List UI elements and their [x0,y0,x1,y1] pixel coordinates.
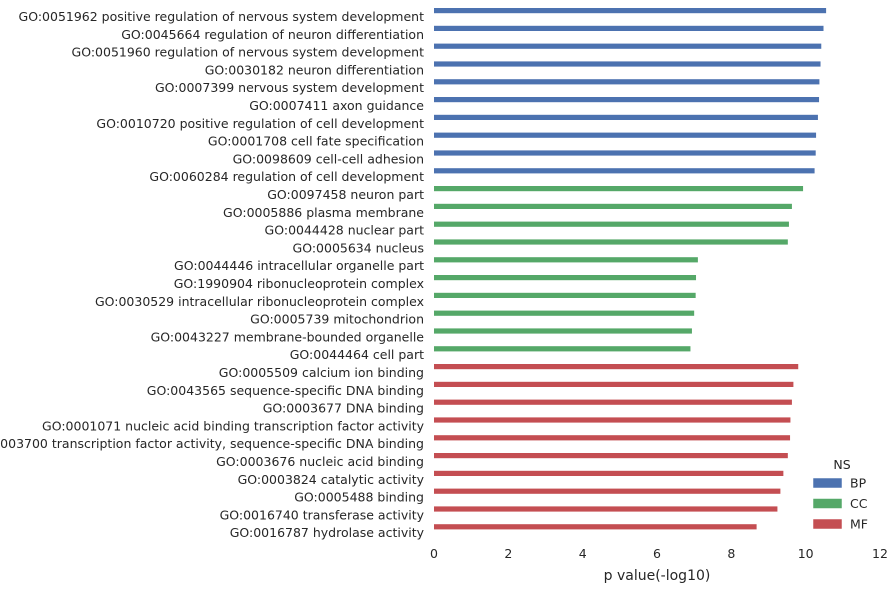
x-tick-label: 8 [727,546,735,561]
bar-mf [434,435,791,441]
bar-bp [434,79,820,85]
category-label: GO:0060284 regulation of cell developmen… [149,169,424,184]
bar-cc [434,203,792,209]
legend[interactable]: NS BP CC MF [812,457,868,532]
category-label: GO:0051962 positive regulation of nervou… [19,9,425,24]
category-label: GO:0030182 neuron differentiation [205,62,424,77]
bar-mf [434,488,781,494]
bar-bp [434,25,824,31]
legend-label-cc: CC [850,496,868,511]
bar-mf [434,399,792,405]
category-label: GO:0051960 regulation of nervous system … [72,45,425,60]
legend-swatch-cc [812,498,843,509]
category-label: GO:0003700 transcription factor activity… [0,436,424,451]
legend-swatch-mf [812,518,843,530]
category-label: GO:0043227 membrane-bounded organelle [151,329,425,344]
bar-cc [434,239,788,245]
x-axis: 0 2 4 6 8 10 12 [430,546,888,561]
category-label: GO:0005488 binding [294,490,424,505]
bar-cc [434,328,692,334]
category-label: GO:0030529 intracellular ribonucleoprote… [95,294,424,309]
legend-label-bp: BP [850,476,867,491]
x-tick-label: 4 [579,546,587,561]
category-label: GO:0005886 plasma membrane [223,205,424,220]
category-label: GO:0098609 cell-cell adhesion [233,151,424,166]
category-label: GO:0005509 calcium ion binding [219,365,424,380]
category-label: GO:0001708 cell fate specification [208,134,424,149]
bar-cc [434,186,804,192]
bar-bp [434,43,822,49]
bar-cc [434,310,695,316]
category-label: GO:0044428 nuclear part [265,223,425,238]
category-label: GO:0016740 transferase activity [220,507,425,522]
category-label: GO:0044446 intracellular organelle part [174,258,424,273]
x-tick-label: 10 [798,546,814,561]
bar-bp [434,150,816,156]
bar-bp [434,97,820,103]
category-labels: GO:0051962 positive regulation of nervou… [0,9,425,540]
bar-cc [434,346,691,352]
category-label: GO:0010720 positive regulation of cell d… [96,116,424,131]
legend-swatch-bp [812,477,843,489]
category-label: GO:0003677 DNA binding [263,401,424,416]
bar-mf [434,524,757,530]
legend-title: NS [833,457,850,472]
category-label: GO:0005634 nucleus [293,240,424,255]
bar-mf [434,453,788,459]
category-label: GO:0045664 regulation of neuron differen… [121,27,424,42]
category-label: GO:0003676 nucleic acid binding [216,454,424,469]
bar-cc [434,257,698,263]
x-tick-label: 2 [504,546,512,561]
bar-mf [434,470,784,476]
category-label: GO:0007411 axon guidance [249,98,424,113]
x-tick-label: 6 [653,546,661,561]
bar-bp [434,8,827,14]
bar-cc [434,275,697,281]
category-label: GO:0044464 cell part [290,347,424,362]
category-label: GO:0016787 hydrolase activity [230,525,425,540]
category-label: GO:0097458 neuron part [267,187,424,202]
x-tick-label: 12 [872,546,888,561]
category-label: GO:0003824 catalytic activity [238,472,425,487]
x-tick-label: 0 [430,546,438,561]
bar-mf [434,506,778,512]
category-label: GO:0005739 mitochondrion [250,312,424,327]
bar-cc [434,292,696,298]
bars-layer [434,8,827,530]
legend-label-mf: MF [850,517,868,532]
category-label: GO:0001071 nucleic acid binding transcri… [42,418,425,433]
bar-bp [434,61,821,67]
x-axis-title: p value(-log10) [604,568,711,584]
category-label: GO:0007399 nervous system development [155,80,424,95]
bar-mf [434,417,791,423]
bar-cc [434,221,789,227]
bar-bp [434,132,817,138]
bar-bp [434,168,815,174]
bar-mf [434,381,794,387]
bar-mf [434,364,799,370]
category-label: GO:1990904 ribonucleoprotein complex [174,276,424,291]
bar-bp [434,114,818,120]
category-label: GO:0043565 sequence-specific DNA binding [147,383,424,398]
